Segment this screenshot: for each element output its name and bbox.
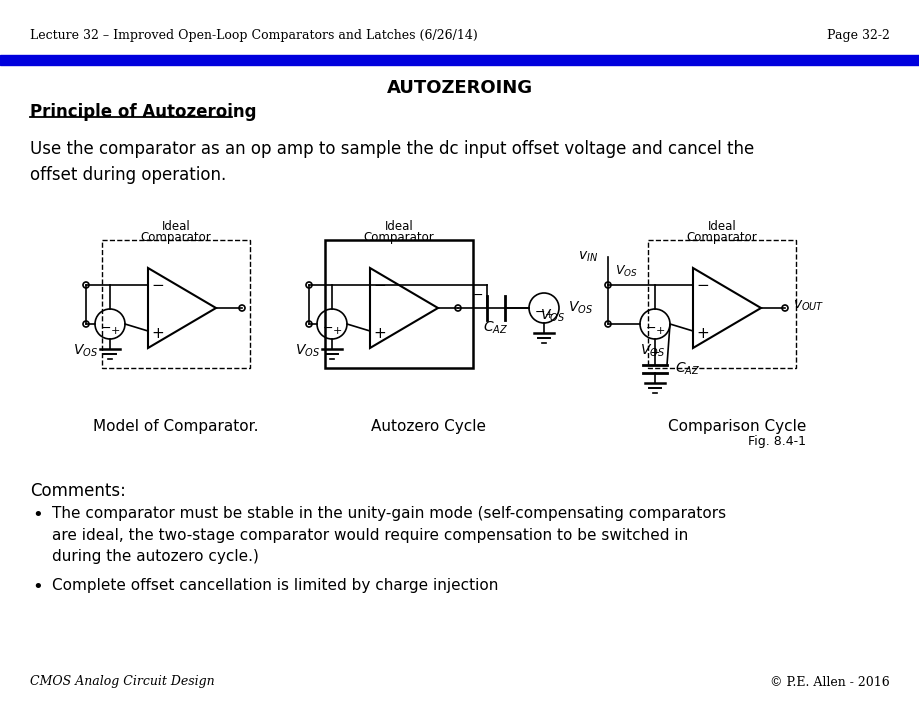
Text: $-$: $-$ xyxy=(322,321,334,333)
Text: Lecture 32 – Improved Open-Loop Comparators and Latches (6/26/14): Lecture 32 – Improved Open-Loop Comparat… xyxy=(30,28,477,41)
Text: CMOS Analog Circuit Design: CMOS Analog Circuit Design xyxy=(30,675,214,688)
Text: $+$: $+$ xyxy=(152,326,165,341)
Text: Complete offset cancellation is limited by charge injection: Complete offset cancellation is limited … xyxy=(52,578,498,593)
Text: $+$: $+$ xyxy=(373,326,386,341)
Text: $-$: $-$ xyxy=(696,275,709,291)
Text: Comparator: Comparator xyxy=(141,230,211,243)
Text: $+$: $+$ xyxy=(109,326,120,336)
Text: Comparator: Comparator xyxy=(363,230,434,243)
Text: Ideal: Ideal xyxy=(162,220,190,232)
Text: $+$: $+$ xyxy=(649,346,660,360)
Text: Ideal: Ideal xyxy=(384,220,413,232)
Text: $V_{OS}$: $V_{OS}$ xyxy=(614,264,637,279)
Text: AUTOZEROING: AUTOZEROING xyxy=(387,79,532,97)
Bar xyxy=(0,55,919,65)
Text: Principle of Autozeroing: Principle of Autozeroing xyxy=(30,103,256,121)
Text: Use the comparator as an op amp to sample the dc input offset voltage and cancel: Use the comparator as an op amp to sampl… xyxy=(30,140,754,184)
Text: Comments:: Comments: xyxy=(30,482,126,500)
Text: $v_{OUT}$: $v_{OUT}$ xyxy=(792,299,823,314)
Text: $C_{AZ}$: $C_{AZ}$ xyxy=(482,320,508,336)
Bar xyxy=(324,240,472,368)
Text: The comparator must be stable in the unity-gain mode (self-compensating comparat: The comparator must be stable in the uni… xyxy=(52,506,725,565)
Text: Fig. 8.4-1: Fig. 8.4-1 xyxy=(747,434,805,447)
Bar xyxy=(102,240,250,368)
Text: $-$: $-$ xyxy=(373,275,386,291)
Text: $-$: $-$ xyxy=(152,275,165,291)
Text: © P.E. Allen - 2016: © P.E. Allen - 2016 xyxy=(769,675,889,688)
Bar xyxy=(647,240,795,368)
Text: Autozero Cycle: Autozero Cycle xyxy=(371,419,486,434)
Text: $+$: $+$ xyxy=(543,309,553,321)
Text: $v_{IN}$: $v_{IN}$ xyxy=(577,250,597,264)
Text: $V_{OS}$: $V_{OS}$ xyxy=(640,343,664,359)
Text: •: • xyxy=(32,578,42,596)
Text: $V_{OS}$: $V_{OS}$ xyxy=(74,343,98,359)
Text: Ideal: Ideal xyxy=(707,220,735,232)
Text: $V_{OS}$: $V_{OS}$ xyxy=(567,300,593,316)
Text: $-$: $-$ xyxy=(472,287,483,301)
Text: Comparison Cycle: Comparison Cycle xyxy=(667,419,805,434)
Text: Page 32-2: Page 32-2 xyxy=(826,28,889,41)
Text: $-$: $-$ xyxy=(534,304,545,318)
Text: $+$: $+$ xyxy=(332,326,342,336)
Text: •: • xyxy=(32,506,42,524)
Text: $-$: $-$ xyxy=(100,321,111,333)
Text: $+$: $+$ xyxy=(654,326,664,336)
Text: $C_{AZ}$: $C_{AZ}$ xyxy=(675,360,699,378)
Text: $V_{OS}$: $V_{OS}$ xyxy=(295,343,320,359)
Text: $+$: $+$ xyxy=(696,326,709,341)
Text: Comparator: Comparator xyxy=(686,230,756,243)
Text: Model of Comparator.: Model of Comparator. xyxy=(93,419,258,434)
Text: $V_{OS}$: $V_{OS}$ xyxy=(539,308,565,324)
Text: $-$: $-$ xyxy=(645,321,656,333)
